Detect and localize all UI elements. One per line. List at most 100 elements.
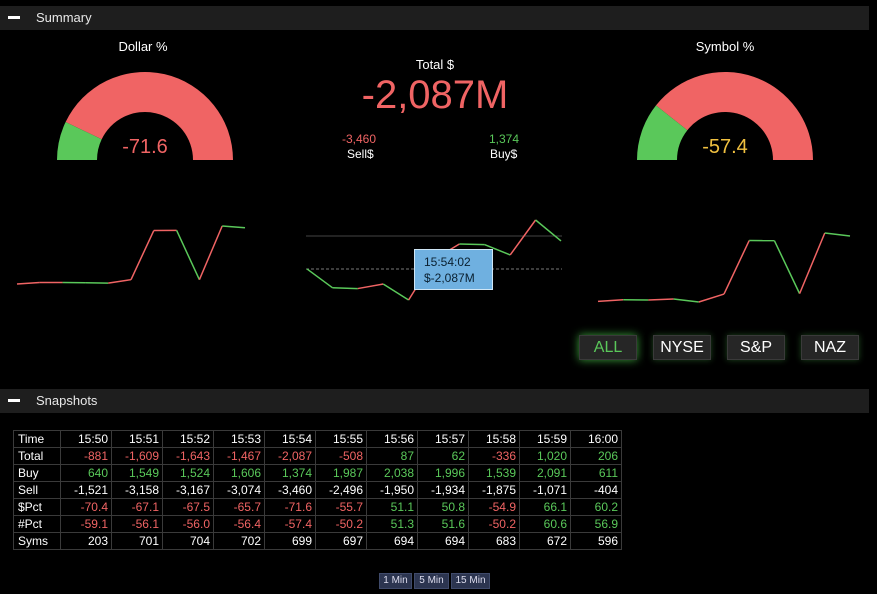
sparkline-segment xyxy=(357,283,384,290)
market-all-button[interactable]: ALL xyxy=(579,335,637,360)
table-cell: 203 xyxy=(60,532,112,550)
table-header-cell: 15:56 xyxy=(366,430,418,448)
table-cell: 1,374 xyxy=(264,464,316,482)
buy-value: 1,374 xyxy=(489,132,520,146)
symbol-gauge-value: -57.4 xyxy=(702,136,748,158)
table-cell: 66.1 xyxy=(519,498,571,516)
table-row: Total -881 -1,609 -1,643 -1,467 -2,087 -508 87 6… xyxy=(13,447,622,465)
sparkline-segment xyxy=(597,298,624,303)
market-nyse-button[interactable]: NYSE xyxy=(653,335,711,360)
sparkline-segment xyxy=(16,281,40,285)
table-cell: -71.6 xyxy=(264,498,316,516)
table-cell: -1,521 xyxy=(60,481,112,499)
snapshots-section-header[interactable]: Snapshots xyxy=(0,389,869,413)
sparkline-segment xyxy=(698,293,725,303)
table-cell: -336 xyxy=(468,447,520,465)
snapshots-table: Time 15:50 15:51 15:52 15:53 15:54 15:55 15:56 1… xyxy=(13,430,622,550)
collapse-icon[interactable] xyxy=(8,16,20,19)
interval-1min-button[interactable]: 1 Min xyxy=(379,573,412,589)
table-cell: 56.9 xyxy=(570,515,622,533)
table-cell: -55.7 xyxy=(315,498,367,516)
table-cell: -881 xyxy=(60,447,112,465)
sparkline-segment xyxy=(535,219,562,242)
table-cell: -1,875 xyxy=(468,481,520,499)
sparkline-segment xyxy=(459,243,485,246)
table-cell: 1,987 xyxy=(315,464,367,482)
row-label: Buy xyxy=(13,464,61,482)
table-cell: -1,643 xyxy=(162,447,214,465)
table-cell: 701 xyxy=(111,532,163,550)
buy-label: Buy$ xyxy=(490,147,518,161)
snapshots-title: Snapshots xyxy=(36,393,98,408)
market-sp-button[interactable]: S&P xyxy=(727,335,785,360)
table-cell: 694 xyxy=(366,532,418,550)
table-cell: 1,539 xyxy=(468,464,520,482)
table-cell: 51.1 xyxy=(366,498,418,516)
table-cell: -70.4 xyxy=(60,498,112,516)
table-header-cell: 15:53 xyxy=(213,430,265,448)
table-cell: 87 xyxy=(366,447,418,465)
table-cell: -2,087 xyxy=(264,447,316,465)
sparkline-segment xyxy=(484,243,511,256)
table-header-cell: 15:54 xyxy=(264,430,316,448)
table-cell: 1,996 xyxy=(417,464,469,482)
sparkline-segment xyxy=(824,232,851,237)
interval-5min-button[interactable]: 5 Min xyxy=(414,573,449,589)
sparkline-segment xyxy=(798,232,826,294)
table-cell: -56.1 xyxy=(111,515,163,533)
table-row: Sell -1,521 -3,158 -3,167 -3,074 -3,460 -2,496… xyxy=(13,481,622,499)
table-cell: -3,167 xyxy=(162,481,214,499)
table-cell: 206 xyxy=(570,447,622,465)
table-cell: -508 xyxy=(315,447,367,465)
sparkline-segment xyxy=(509,219,537,256)
table-header-cell: 15:57 xyxy=(417,430,469,448)
row-label: $Pct xyxy=(13,498,61,516)
table-cell: 51.6 xyxy=(417,515,469,533)
header-time-label: Time xyxy=(13,430,61,448)
dollar-gauge-title: Dollar % xyxy=(118,39,168,54)
table-cell: 699 xyxy=(264,532,316,550)
sparkline-segment xyxy=(332,286,358,290)
symbol-gauge-green-arc xyxy=(637,105,688,160)
table-cell: 1,524 xyxy=(162,464,214,482)
dollar-gauge-green-arc xyxy=(57,122,102,160)
collapse-icon[interactable] xyxy=(8,399,20,402)
table-row: $Pct -70.4 -67.1 -67.5 -65.7 -71.6 -55.7 51.1 50… xyxy=(13,498,622,516)
table-cell: 62 xyxy=(417,447,469,465)
sparkline-segment xyxy=(382,283,409,301)
table-cell: 1,606 xyxy=(213,464,265,482)
dollar-gauge xyxy=(57,71,233,160)
table-header-cell: 15:50 xyxy=(60,430,112,448)
tooltip-time: 15:54:02 xyxy=(424,255,471,269)
table-cell: 697 xyxy=(315,532,367,550)
table-cell: 702 xyxy=(213,532,265,550)
dollar-gauge-red-arc xyxy=(65,71,233,160)
summary-section-header[interactable]: Summary xyxy=(0,6,869,30)
table-cell: 2,091 xyxy=(519,464,571,482)
dollar-pct-sparkline xyxy=(597,232,851,303)
table-cell: -56.4 xyxy=(213,515,265,533)
table-header-cell: 15:58 xyxy=(468,430,520,448)
table-cell: 60.2 xyxy=(570,498,622,516)
interval-15min-button[interactable]: 15 Min xyxy=(451,573,490,589)
sparkline-segment xyxy=(222,225,246,229)
table-header-row: Time 15:50 15:51 15:52 15:53 15:54 15:55 15:56 1… xyxy=(13,430,622,448)
table-cell: -3,074 xyxy=(213,481,265,499)
table-cell: -1,071 xyxy=(519,481,571,499)
table-cell: 2,038 xyxy=(366,464,418,482)
sparkline-segment xyxy=(773,240,801,294)
total-label: Total $ xyxy=(415,57,455,72)
table-row: Syms 203 701 704 702 699 697 694 694 683 672 596 xyxy=(13,532,622,550)
chart-tooltip: 15:54:02 $-2,087M xyxy=(414,249,493,290)
symbol-gauge-red-arc xyxy=(655,72,813,160)
sparkline-segment xyxy=(723,240,750,295)
market-naz-button[interactable]: NAZ xyxy=(801,335,859,360)
table-header-cell: 15:52 xyxy=(162,430,214,448)
table-cell: 704 xyxy=(162,532,214,550)
sparkline-segment xyxy=(198,225,223,280)
table-cell: 640 xyxy=(60,464,112,482)
sparkline-segment xyxy=(673,298,699,303)
row-label: #Pct xyxy=(13,515,61,533)
table-cell: -56.0 xyxy=(162,515,214,533)
table-cell: -65.7 xyxy=(213,498,265,516)
